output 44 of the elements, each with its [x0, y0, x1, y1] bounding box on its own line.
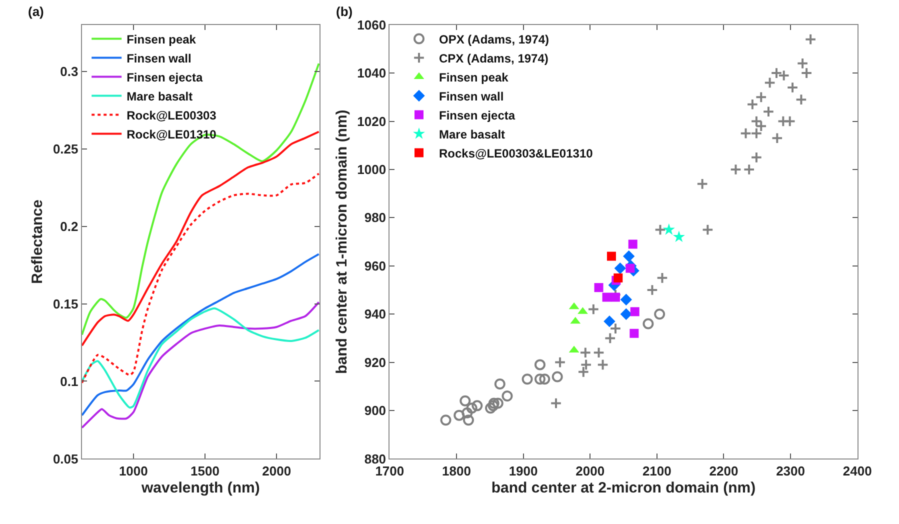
chart-title: (b) [336, 4, 353, 19]
y-tick-label: 1000 [357, 162, 386, 178]
y-tick-label: 0.3 [60, 64, 78, 79]
legend-label: Finsen wall [126, 51, 192, 66]
legend-label: Rock@LE00303 [126, 108, 217, 122]
x-tick-label: 2100 [642, 463, 672, 478]
x-axis-title: wavelength (nm) [140, 479, 260, 496]
legend-label: OPX (Adams, 1974) [439, 32, 550, 46]
legend-label: CPX (Adams, 1974) [439, 51, 548, 66]
x-tick-label: 1900 [508, 463, 538, 478]
y-tick-label: 0.15 [52, 296, 78, 312]
chart-title: (a) [28, 4, 44, 19]
y-tick-label: 960 [364, 258, 386, 274]
x-axis-title: band center at 2-micron domain (nm) [491, 479, 756, 496]
legend-label: Mare basalt [439, 127, 506, 142]
legend-label: Rocks@LE00303&LE01310 [439, 146, 594, 160]
legend-label: Mare basalt [126, 89, 193, 104]
legend-label: Finsen peak [126, 32, 196, 46]
legend-label: Finsen ejecta [439, 108, 516, 122]
y-tick-label: 0.2 [60, 218, 78, 234]
y-tick-label: 940 [364, 306, 386, 322]
x-tick-label: 1800 [442, 463, 471, 478]
x-tick-label: 2000 [576, 463, 605, 478]
y-tick-label: 0.05 [52, 451, 78, 466]
legend-label: Finsen peak [439, 70, 509, 84]
x-tick-label: 1500 [190, 463, 220, 478]
x-tick-label: 2000 [262, 463, 292, 478]
legend-label: Finsen ejecta [126, 70, 203, 84]
y-tick-label: 920 [364, 354, 386, 370]
x-tick-label: 2200 [709, 463, 738, 478]
y-axis-title: band center at 1-micron domain (nm) [333, 110, 350, 374]
legend-label: Rock@LE01310 [126, 127, 217, 142]
y-tick-label: 1060 [357, 17, 386, 32]
y-tick-label: 980 [364, 210, 386, 226]
y-axis-title: Reflectance [29, 200, 46, 284]
y-tick-label: 900 [364, 403, 386, 418]
legend-label: Finsen wall [439, 89, 504, 104]
y-tick-label: 0.1 [60, 374, 78, 389]
y-tick-label: 0.25 [52, 141, 78, 156]
x-tick-label: 2400 [842, 463, 872, 478]
y-tick-label: 1040 [357, 66, 386, 81]
x-tick-label: 1000 [118, 463, 148, 478]
x-tick-label: 2300 [776, 463, 805, 478]
y-tick-label: 1020 [357, 114, 386, 129]
